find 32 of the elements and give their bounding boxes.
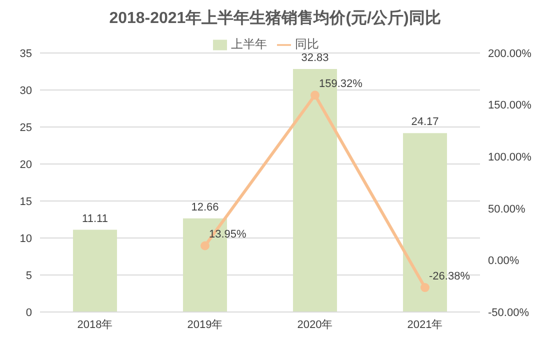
y-tick-label: 25 <box>20 122 32 134</box>
y-tick-label: 30 <box>20 84 32 97</box>
point <box>420 283 430 292</box>
y-tick-label: 20 <box>20 158 32 171</box>
y-tick-label: 5 <box>26 270 32 282</box>
x-tick-label: 2020年 <box>297 318 333 331</box>
y2-tick-label: 50.00% <box>488 203 526 216</box>
y2-tick-label: 150.00% <box>488 100 532 112</box>
data-label: 12.66 <box>191 201 219 214</box>
y-tick-label: 35 <box>20 48 32 60</box>
y2-tick-label: 200.00% <box>488 48 532 60</box>
data-label: 24.17 <box>411 116 439 128</box>
data-label: 13.95% <box>209 228 247 241</box>
y-tick-label: 0 <box>26 306 32 319</box>
point <box>310 90 320 100</box>
y2-tick-label: 100.00% <box>488 152 532 164</box>
data-label: 159.32% <box>319 78 363 90</box>
x-tick-label: 2018年 <box>77 318 113 331</box>
data-label: -26.38% <box>429 270 470 283</box>
y-tick-label: 15 <box>20 196 32 208</box>
data-label: 11.11 <box>82 212 108 225</box>
y-tick-label: 10 <box>20 232 32 245</box>
x-tick-label: 2021年 <box>407 318 443 331</box>
legend-label: 上半年 <box>231 37 267 51</box>
legend-label: 同比 <box>295 37 319 51</box>
x-tick-label: 2019年 <box>187 318 223 331</box>
point <box>200 241 210 250</box>
data-label: 32.83 <box>301 52 329 64</box>
chart-title: 2018-2021年上半年生猪销售均价(元/公斤)同比 <box>108 8 442 29</box>
y2-tick-label: -50.00% <box>488 306 530 319</box>
y2-tick-label: 0.00% <box>488 255 520 268</box>
bar <box>73 230 117 312</box>
